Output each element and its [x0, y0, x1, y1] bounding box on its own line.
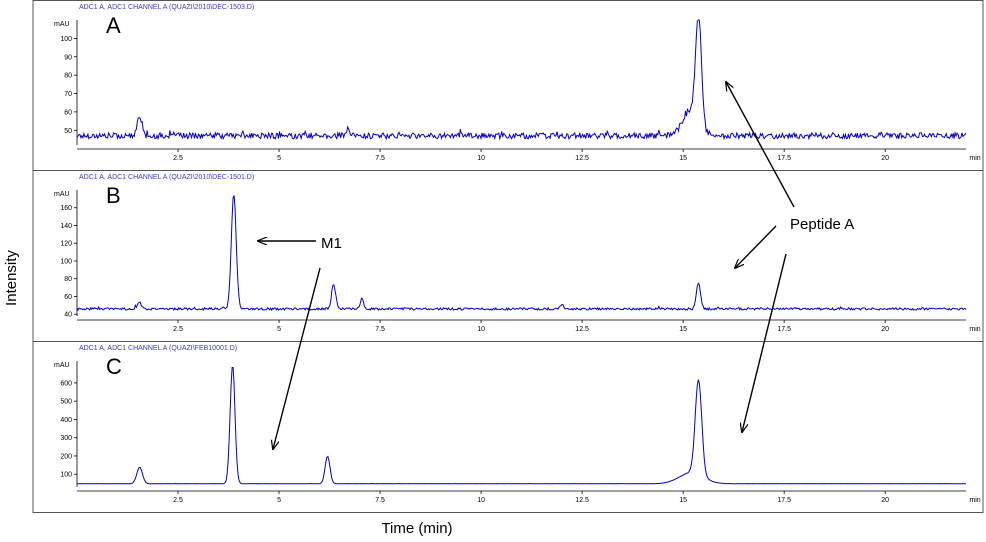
panel-c-x-tick-label: 10: [477, 497, 485, 504]
panel-a-trace: [76, 19, 967, 141]
panel-c-x-tick-label: 15: [679, 497, 687, 504]
annotation-peptide-a: Peptide A: [790, 216, 854, 233]
panel-c-y-tick-label: 600: [60, 380, 72, 387]
panel-b-x-tick-label: 5: [277, 326, 281, 333]
panel-c-y-tick-label: 100: [60, 472, 72, 479]
panel-b-x-unit: min: [969, 326, 980, 333]
panel-b-label: B: [106, 183, 121, 208]
panel-a-y-tick-label: 90: [64, 54, 72, 61]
panel-b-header: ADC1 A, ADC1 CHANNEL A (QUAZI\2010\DEC-1…: [79, 174, 254, 181]
panel-c-y-tick-label: 300: [60, 435, 72, 442]
panel-c-y-unit: mAU: [54, 362, 70, 369]
panel-b-x-tick-label: 12.5: [575, 326, 589, 333]
panel-b-y-tick-label: 80: [64, 276, 72, 283]
panel-a-y-tick-label: 70: [64, 91, 72, 98]
panel-c-x-unit: min: [969, 497, 980, 504]
arrow-peptide-to-panel-c: [742, 253, 787, 432]
panel-a: ADC1 A, ADC1 CHANNEL A (QUAZI\2010\DEC-1…: [32, 0, 984, 171]
panel-b-y-unit: mAU: [54, 191, 70, 198]
panel-a-header: ADC1 A, ADC1 CHANNEL A (QUAZI\2010\DEC-1…: [79, 4, 254, 11]
panel-b-x-tick-label: 20: [881, 326, 889, 333]
y-axis-label: Intensity: [3, 250, 20, 306]
panel-a-x-tick-label: 15: [679, 155, 687, 162]
panel-b-y-tick-label: 60: [64, 294, 72, 301]
annotation-arrows: [258, 82, 795, 449]
arrow-peptide-to-panel-b: [735, 225, 777, 268]
panel-a-x-tick-label: 17.5: [777, 155, 791, 162]
panel-c-x-tick-label: 12.5: [575, 497, 589, 504]
panel-c-y-tick-label: 400: [60, 417, 72, 424]
panel-c-frame: [32, 341, 984, 513]
panel-b-x-tick-label: 10: [477, 326, 485, 333]
panel-c-x-tick-label: 5: [277, 497, 281, 504]
panel-a-x-tick-label: 20: [881, 155, 889, 162]
panel-c-x-tick-label: 20: [881, 497, 889, 504]
annotation-m1: M1: [321, 235, 342, 252]
arrow-peptide-to-panel-a: [726, 82, 795, 208]
panel-a-x-unit: min: [969, 155, 980, 162]
panel-b-y-tick-label: 140: [60, 223, 72, 230]
panel-b-x-tick-label: 2.5: [173, 326, 183, 333]
panel-c-label: C: [106, 354, 122, 379]
panel-c-trace: [76, 367, 966, 485]
panel-b-x-tick-label: 17.5: [777, 326, 791, 333]
panel-b-frame: [32, 170, 984, 342]
panel-b-x-tick-label: 7.5: [375, 326, 385, 333]
panel-a-x-tick-label: 7.5: [375, 155, 385, 162]
panel-b-x-tick-label: 15: [679, 326, 687, 333]
panel-a-y-tick-label: 80: [64, 73, 72, 80]
panel-c-x-tick-label: 17.5: [777, 497, 791, 504]
panel-c-y-tick-label: 200: [60, 453, 72, 460]
panel-c-x-tick-label: 7.5: [375, 497, 385, 504]
panel-a-y-tick-label: 100: [60, 36, 72, 43]
arrow-m1-to-panel-c: [273, 267, 321, 449]
panel-b-y-tick-label: 100: [60, 258, 72, 265]
chromatogram-panels: ADC1 A, ADC1 CHANNEL A (QUAZI\2010\DEC-1…: [32, 0, 984, 513]
panel-c-y-tick-label: 500: [60, 399, 72, 406]
panel-a-frame: [32, 0, 984, 171]
panel-b-y-tick-label: 120: [60, 241, 72, 248]
panel-b: ADC1 A, ADC1 CHANNEL A (QUAZI\2010\DEC-1…: [32, 170, 984, 342]
panel-c-x-tick-label: 2.5: [173, 497, 183, 504]
panel-a-y-tick-label: 50: [64, 128, 72, 135]
panel-a-x-tick-label: 5: [277, 155, 281, 162]
panel-a-x-tick-label: 10: [477, 155, 485, 162]
panel-a-x-tick-label: 2.5: [173, 155, 183, 162]
panel-a-y-tick-label: 60: [64, 109, 72, 116]
x-axis-label: Time (min): [381, 520, 452, 537]
panel-a-x-tick-label: 12.5: [575, 155, 589, 162]
panel-c-header: ADC1 A, ADC1 CHANNEL A (QUAZI\FEB10001.D…: [79, 345, 237, 352]
panel-b-y-tick-label: 160: [60, 205, 72, 212]
panel-a-y-unit: mAU: [54, 21, 70, 28]
panel-b-trace: [76, 195, 967, 312]
panel-c: ADC1 A, ADC1 CHANNEL A (QUAZI\FEB10001.D…: [32, 341, 984, 513]
panel-a-label: A: [106, 13, 121, 38]
panel-b-y-tick-label: 40: [64, 312, 72, 319]
